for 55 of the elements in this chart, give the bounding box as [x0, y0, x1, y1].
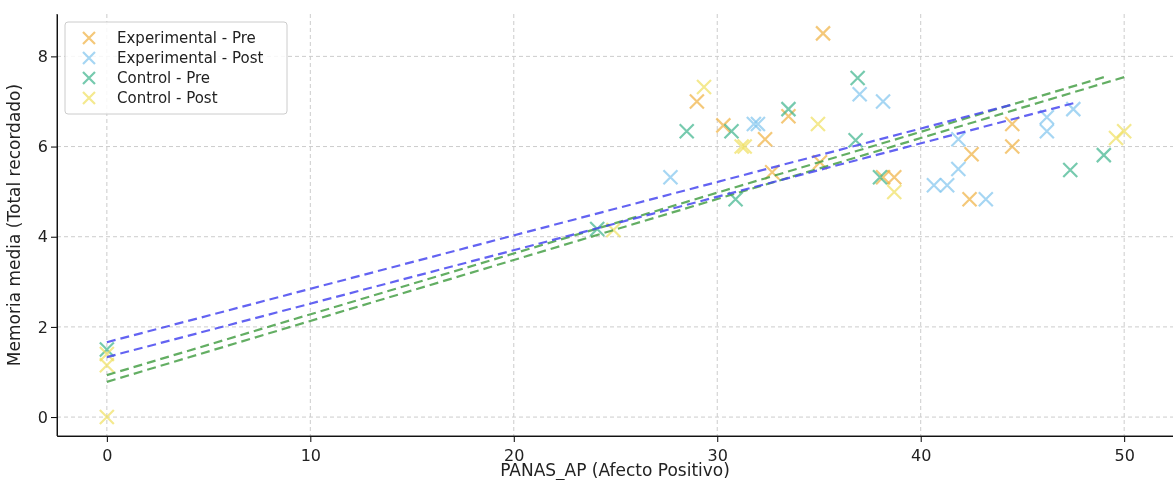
x-tick-label: 50 — [1114, 446, 1135, 465]
point — [98, 408, 115, 426]
point — [662, 169, 679, 186]
point — [851, 86, 868, 103]
point — [1116, 123, 1133, 140]
x-tick-label: 0 — [102, 446, 113, 465]
point — [749, 115, 767, 133]
point — [678, 123, 695, 140]
point — [98, 341, 115, 358]
point — [98, 345, 115, 363]
legend-label: Control - Post — [117, 89, 218, 107]
y-tick-label: 4 — [37, 227, 48, 247]
point — [688, 93, 705, 110]
point — [814, 25, 832, 42]
point — [589, 220, 606, 238]
point — [886, 183, 903, 201]
y-tick-label: 8 — [37, 47, 48, 66]
point — [605, 221, 622, 239]
point — [764, 164, 781, 181]
point — [811, 154, 829, 171]
point — [715, 117, 732, 134]
point — [874, 93, 892, 110]
legend-label: Experimental - Post — [117, 49, 264, 67]
y-tick-label: 2 — [37, 317, 48, 337]
point — [1038, 109, 1055, 126]
point — [780, 108, 797, 125]
point — [1095, 147, 1112, 164]
point — [963, 146, 980, 163]
point — [847, 132, 864, 149]
point — [1038, 123, 1055, 140]
point — [849, 69, 866, 87]
x-tick-label: 10 — [300, 446, 321, 465]
y-axis-title: Memoria media (Total recordado) — [4, 83, 24, 367]
point — [780, 101, 797, 118]
point — [695, 78, 713, 96]
point — [950, 131, 967, 148]
point — [1065, 101, 1082, 118]
y-tick-label: 6 — [37, 137, 48, 157]
point — [756, 131, 774, 148]
point — [1062, 161, 1079, 179]
point — [809, 115, 827, 133]
point — [98, 357, 115, 374]
y-tick-label: 0 — [37, 407, 48, 427]
point — [950, 160, 967, 178]
x-axis-title: PANAS_AP (Afecto Positivo) — [500, 460, 730, 480]
point — [723, 123, 740, 140]
x-tick-label: 40 — [911, 446, 932, 465]
legend-label: Control - Pre — [117, 69, 211, 87]
point — [977, 191, 994, 208]
point — [1004, 138, 1021, 155]
point — [727, 191, 744, 208]
point — [961, 191, 978, 208]
legend-label: Experimental - Pre — [117, 29, 256, 47]
point — [1004, 115, 1021, 133]
point — [1107, 129, 1125, 147]
